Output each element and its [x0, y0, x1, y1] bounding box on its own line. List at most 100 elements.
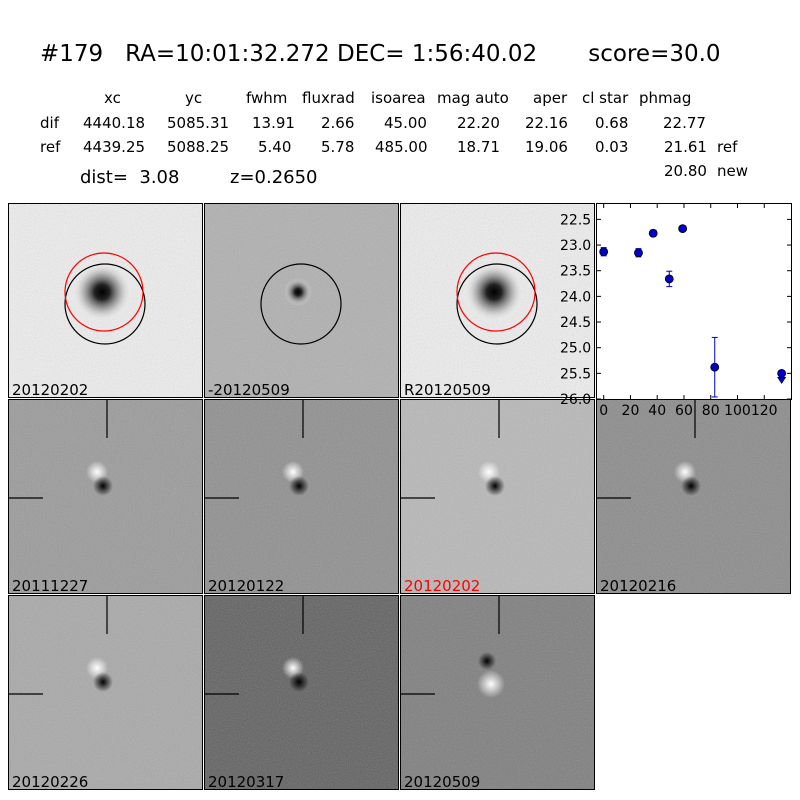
x-tick-label: 80 — [702, 403, 720, 419]
x-tick-label: 40 — [648, 403, 666, 419]
ref-phmag: 21.61 — [664, 138, 707, 156]
data-point — [710, 362, 720, 372]
y-tick-label: 26.0 — [560, 392, 591, 408]
positive-lobe — [477, 670, 505, 698]
light-curve-plot: 22.5 23.0 23.5 24.0 24.5 25.0 25.5 26.0 0 20 40 60 8… — [560, 203, 792, 419]
negative-lobe — [485, 476, 505, 496]
stamp-panel: -20120509 — [204, 203, 399, 398]
dist-readout: dist= 3.08 — [80, 167, 180, 188]
x-tick-label: 120 — [751, 403, 778, 419]
source-blob — [284, 278, 312, 306]
dif-fwhm: 13.91 — [252, 114, 295, 132]
negative-lobe — [93, 476, 113, 496]
ref-isoarea: 485.00 — [375, 138, 428, 156]
ref-xc: 4439.25 — [83, 138, 146, 156]
negative-lobe — [478, 652, 496, 670]
dif-phmag: 22.77 — [663, 114, 706, 132]
y-tick-label: 25.5 — [560, 366, 591, 382]
x-tick-label: 60 — [675, 403, 693, 419]
noise-texture — [205, 400, 398, 593]
col-header-mag-auto: mag auto — [437, 89, 509, 107]
negative-lobe — [93, 672, 113, 692]
dif-fluxrad: 2.66 — [321, 114, 355, 132]
stamp-image — [9, 596, 202, 789]
ref-mag-auto: 18.71 — [457, 138, 500, 156]
noise-texture — [9, 400, 202, 593]
stamp-panel: 20120226 — [8, 595, 203, 790]
stamp-date-label: 20120317 — [208, 773, 285, 790]
dif-cl-star: 0.68 — [595, 114, 629, 132]
stamp-date-label: -20120509 — [208, 381, 290, 398]
aperture-circle — [260, 263, 342, 345]
stamp-image — [205, 400, 398, 593]
row-label-dif: dif — [40, 114, 59, 132]
negative-lobe — [289, 476, 309, 496]
source-blob — [72, 262, 132, 322]
ref-fluxrad: 5.78 — [321, 138, 355, 156]
new-phmag-label: new — [717, 162, 749, 180]
stamp-date-label: 20120202 — [12, 381, 89, 398]
y-tick-label: 24.5 — [560, 315, 591, 331]
col-header-aper: aper — [533, 89, 568, 107]
y-tick-label: 25.0 — [560, 341, 591, 357]
stamp-panel: R20120509 — [400, 203, 595, 398]
y-tick-label: 24.0 — [560, 289, 591, 305]
stamp-date-label: 20120509 — [404, 773, 481, 790]
dif-isoarea: 45.00 — [384, 114, 427, 132]
x-tick-label: 100 — [724, 403, 751, 419]
data-point — [648, 228, 658, 238]
ref-aper: 19.06 — [525, 138, 568, 156]
data-point — [664, 274, 674, 284]
negative-lobe — [289, 672, 309, 692]
dif-mag-auto: 22.20 — [457, 114, 500, 132]
noise-texture — [401, 400, 594, 593]
col-header-fluxrad: fluxrad — [302, 89, 355, 107]
stamp-image — [401, 400, 594, 593]
stamp-image — [9, 204, 202, 397]
col-header-xc: xc — [104, 89, 121, 107]
col-header-cl-star: cl star — [582, 89, 629, 107]
stamp-date-label: 20120226 — [12, 773, 89, 790]
stamp-date-label: 20120122 — [208, 577, 285, 594]
data-point — [634, 248, 643, 258]
stamp-date-label: R20120509 — [404, 381, 491, 398]
x-tick-label: 0 — [599, 403, 608, 419]
aperture-circle — [456, 263, 538, 345]
dif-aper: 22.16 — [525, 114, 568, 132]
y-tick-label: 22.5 — [560, 212, 591, 228]
data-point — [777, 368, 787, 378]
stamp-image — [401, 596, 594, 789]
stamp-panel: 20120122 — [204, 399, 399, 594]
reference-circle — [64, 252, 144, 332]
noise-texture — [9, 596, 202, 789]
y-tick-label: 23.0 — [560, 238, 591, 254]
data-point — [599, 247, 609, 257]
stamp-date-label: 20111227 — [12, 577, 89, 594]
stamp-image — [597, 400, 790, 593]
new-phmag: 20.80 — [664, 162, 707, 180]
stamp-panel: 20111227 — [8, 399, 203, 594]
col-header-fwhm: fwhm — [246, 89, 288, 107]
col-header-phmag: phmag — [639, 89, 692, 107]
candidate-title: #179 RA=10:01:32.272 DEC= 1:56:40.02 sco… — [40, 41, 721, 67]
col-header-yc: yc — [185, 89, 203, 107]
row-label-ref: ref — [40, 138, 61, 156]
stamp-date-label: 20120202 — [404, 577, 481, 594]
stamp-panel: 20120509 — [400, 595, 595, 790]
stamp-panel: 20120317 — [204, 595, 399, 790]
reference-circle — [456, 252, 536, 332]
aperture-circle — [64, 263, 146, 345]
dif-yc: 5085.31 — [167, 114, 230, 132]
light-curve-svg: 22.5 23.0 23.5 24.0 24.5 25.0 25.5 26.0 0 20 40 60 8… — [560, 204, 791, 419]
stamp-image — [401, 204, 594, 397]
ref-fwhm: 5.40 — [258, 138, 292, 156]
ref-yc: 5088.25 — [167, 138, 230, 156]
stamp-image — [205, 204, 398, 397]
source-blob — [464, 262, 524, 322]
x-tick-label: 20 — [622, 403, 640, 419]
redshift-readout: z=0.2650 — [230, 167, 318, 188]
data-point — [678, 224, 688, 234]
stamp-image — [9, 400, 202, 593]
noise-texture — [205, 596, 398, 789]
stamp-date-label: 20120216 — [600, 577, 677, 594]
